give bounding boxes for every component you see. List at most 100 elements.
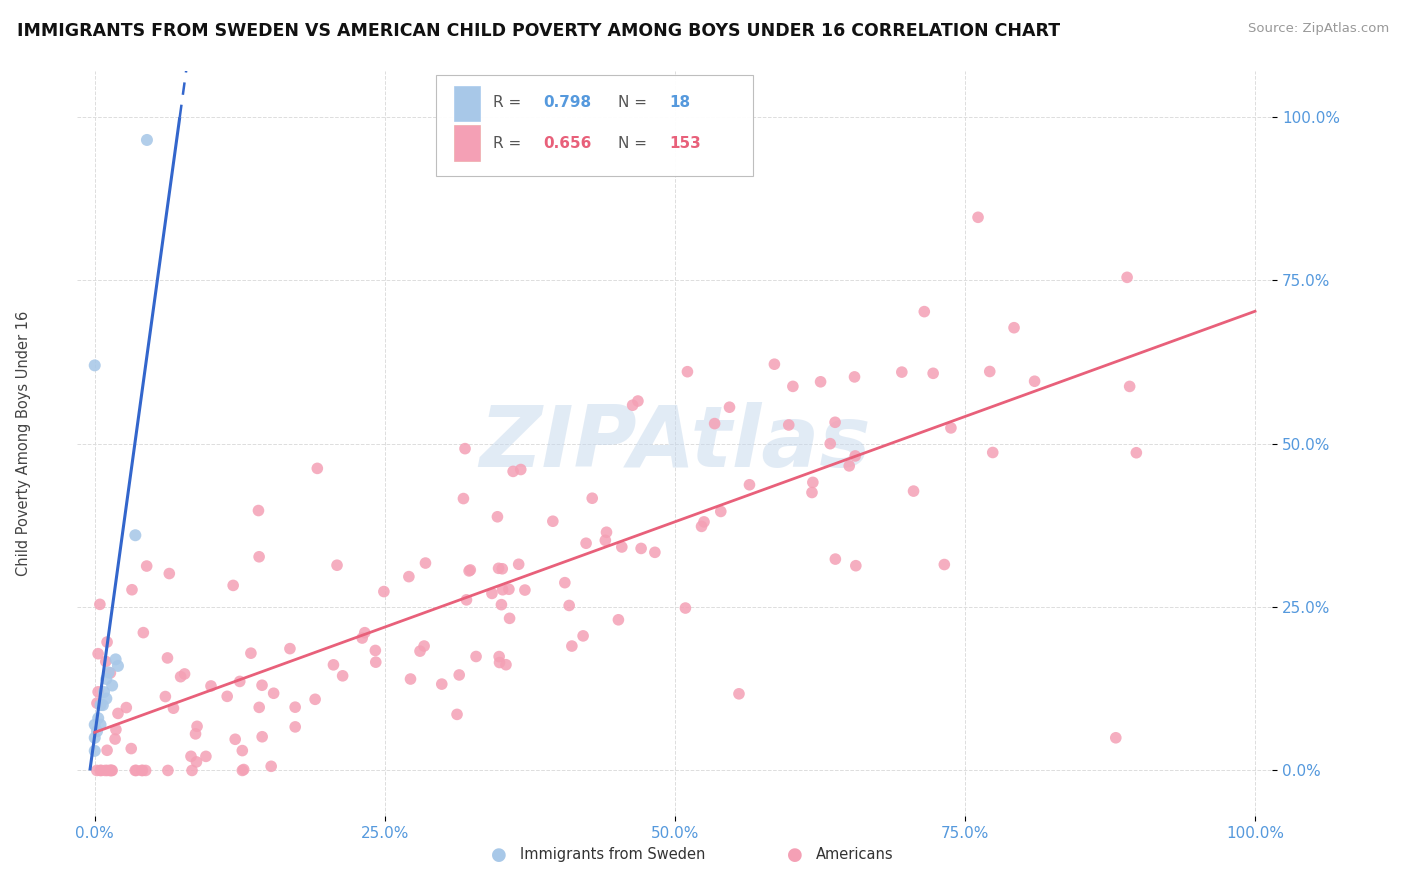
Point (181, 764, 204, 778)
Point (124, 528, 146, 542)
Point (844, 449, 866, 463)
Point (155, 690, 177, 704)
Point (621, 398, 644, 412)
Point (508, 558, 530, 572)
Point (307, 461, 329, 475)
Text: R =: R = (494, 136, 522, 151)
Point (247, 503, 270, 517)
Point (120, 741, 142, 756)
Point (627, 394, 650, 409)
Point (224, 732, 246, 747)
Point (100, 764, 122, 778)
Point (107, 659, 129, 673)
Point (738, 477, 761, 491)
Point (922, 367, 945, 381)
Point (86, 696, 108, 710)
Point (488, 561, 510, 575)
Point (83, 359, 105, 373)
Point (247, 700, 270, 714)
Text: 0.798: 0.798 (544, 95, 592, 110)
Point (558, 599, 581, 613)
Point (801, 485, 824, 500)
Point (409, 644, 432, 658)
Point (844, 370, 866, 384)
Point (607, 613, 630, 627)
Text: Americans: Americans (815, 847, 893, 862)
Point (186, 755, 208, 769)
Point (104, 723, 127, 737)
Point (498, 582, 520, 597)
Point (673, 601, 696, 615)
Text: ●: ● (786, 846, 803, 863)
Text: ZIPAtlas: ZIPAtlas (479, 402, 870, 485)
Point (101, 764, 124, 778)
Point (644, 545, 666, 559)
Point (232, 763, 254, 777)
Point (1116, 270, 1139, 285)
Point (981, 445, 1004, 459)
Point (107, 706, 129, 721)
Point (446, 707, 468, 722)
Point (364, 643, 387, 657)
Point (693, 515, 716, 529)
Point (398, 569, 420, 583)
Point (231, 743, 253, 757)
Text: N =: N = (617, 95, 647, 110)
Point (824, 552, 846, 566)
Point (728, 687, 751, 701)
Point (561, 639, 583, 653)
Point (162, 701, 184, 715)
Point (125, 764, 148, 778)
Point (488, 656, 510, 670)
Point (460, 563, 482, 577)
Point (1105, 731, 1128, 745)
Point (284, 720, 307, 734)
Point (90, 764, 112, 778)
Point (934, 558, 956, 572)
Point (91, 698, 114, 712)
Point (454, 442, 477, 456)
Point (818, 436, 841, 450)
Point (131, 764, 153, 778)
Point (231, 764, 253, 778)
Point (458, 564, 481, 578)
Point (284, 700, 307, 714)
Point (100, 764, 122, 778)
Point (86, 764, 108, 778)
Point (97, 665, 120, 680)
Point (491, 562, 513, 576)
Point (903, 484, 925, 499)
Point (1024, 374, 1046, 388)
Point (96, 764, 118, 778)
Point (782, 379, 804, 393)
Point (90, 717, 112, 731)
Text: 18: 18 (669, 95, 690, 110)
Point (104, 732, 127, 747)
Point (136, 133, 159, 147)
Point (481, 586, 503, 600)
Point (169, 670, 191, 684)
Point (595, 525, 617, 540)
Point (89, 764, 111, 778)
Point (90, 698, 112, 712)
Point (595, 533, 617, 548)
Point (87, 647, 110, 661)
Point (491, 598, 513, 612)
Point (332, 669, 354, 683)
Point (572, 629, 595, 643)
Point (101, 679, 124, 693)
Point (449, 668, 471, 682)
Point (96, 691, 118, 706)
Point (554, 575, 576, 590)
Point (845, 558, 868, 573)
Point (488, 649, 510, 664)
Point (778, 417, 800, 432)
Point (96, 743, 118, 757)
Point (180, 749, 202, 764)
Point (710, 504, 733, 518)
Point (630, 541, 652, 556)
Point (415, 556, 437, 570)
FancyBboxPatch shape (436, 75, 752, 176)
Point (222, 578, 245, 592)
Point (575, 536, 598, 550)
